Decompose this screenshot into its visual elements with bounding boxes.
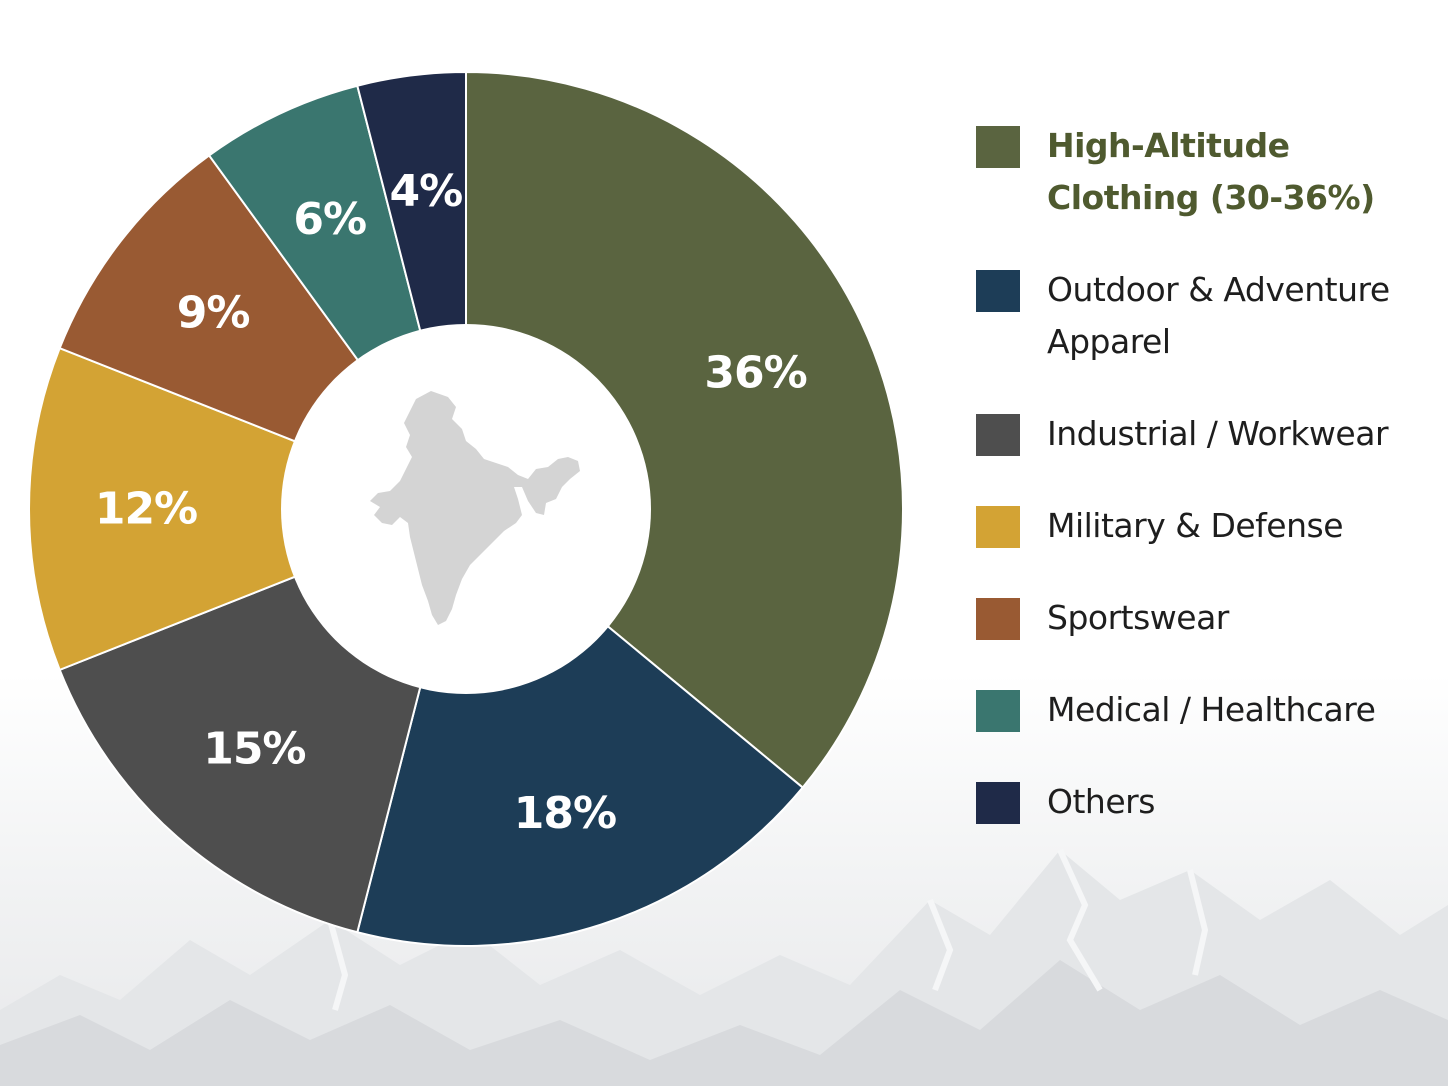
legend-item-outdoor-adventure: Outdoor & Adventure Apparel <box>976 264 1432 368</box>
legend-swatch <box>976 598 1020 640</box>
legend-item-medical-healthcare: Medical / Healthcare <box>976 684 1432 736</box>
legend-swatch <box>976 506 1020 548</box>
legend-swatch <box>976 690 1020 732</box>
legend-label: Medical / Healthcare <box>1047 690 1376 729</box>
legend-swatch <box>976 270 1020 312</box>
slice-label-2: 15% <box>203 724 305 775</box>
slice-label-4: 9% <box>177 287 250 338</box>
legend-label: Sportswear <box>1047 598 1229 637</box>
legend-item-industrial-workwear: Industrial / Workwear <box>976 408 1432 460</box>
pie-slice-3 <box>28 346 469 672</box>
pie-slice-0 <box>465 70 904 789</box>
slice-label-5: 6% <box>293 194 366 245</box>
slice-label-3: 12% <box>95 484 197 535</box>
slice-label-6: 4% <box>390 166 463 217</box>
legend-label: Industrial / Workwear <box>1047 414 1389 453</box>
legend-label: Outdoor & Adventure Apparel <box>1047 270 1390 361</box>
legend-item-sportswear: Sportswear <box>976 592 1432 644</box>
legend-swatch <box>976 782 1020 824</box>
slice-label-0: 36% <box>704 347 806 398</box>
india-map-icon <box>370 391 580 625</box>
legend-label: Military & Defense <box>1047 506 1344 545</box>
legend-swatch <box>976 414 1020 456</box>
legend-label: Others <box>1047 782 1155 821</box>
legend-item-military-defense: Military & Defense <box>976 500 1432 552</box>
legend-item-others: Others <box>976 776 1432 828</box>
slice-label-1: 18% <box>514 788 616 839</box>
legend-label: High-Altitude Clothing (30-36%) <box>1047 126 1375 217</box>
legend-swatch <box>976 126 1020 168</box>
legend-item-high-altitude: High-Altitude Clothing (30-36%) <box>976 120 1432 224</box>
